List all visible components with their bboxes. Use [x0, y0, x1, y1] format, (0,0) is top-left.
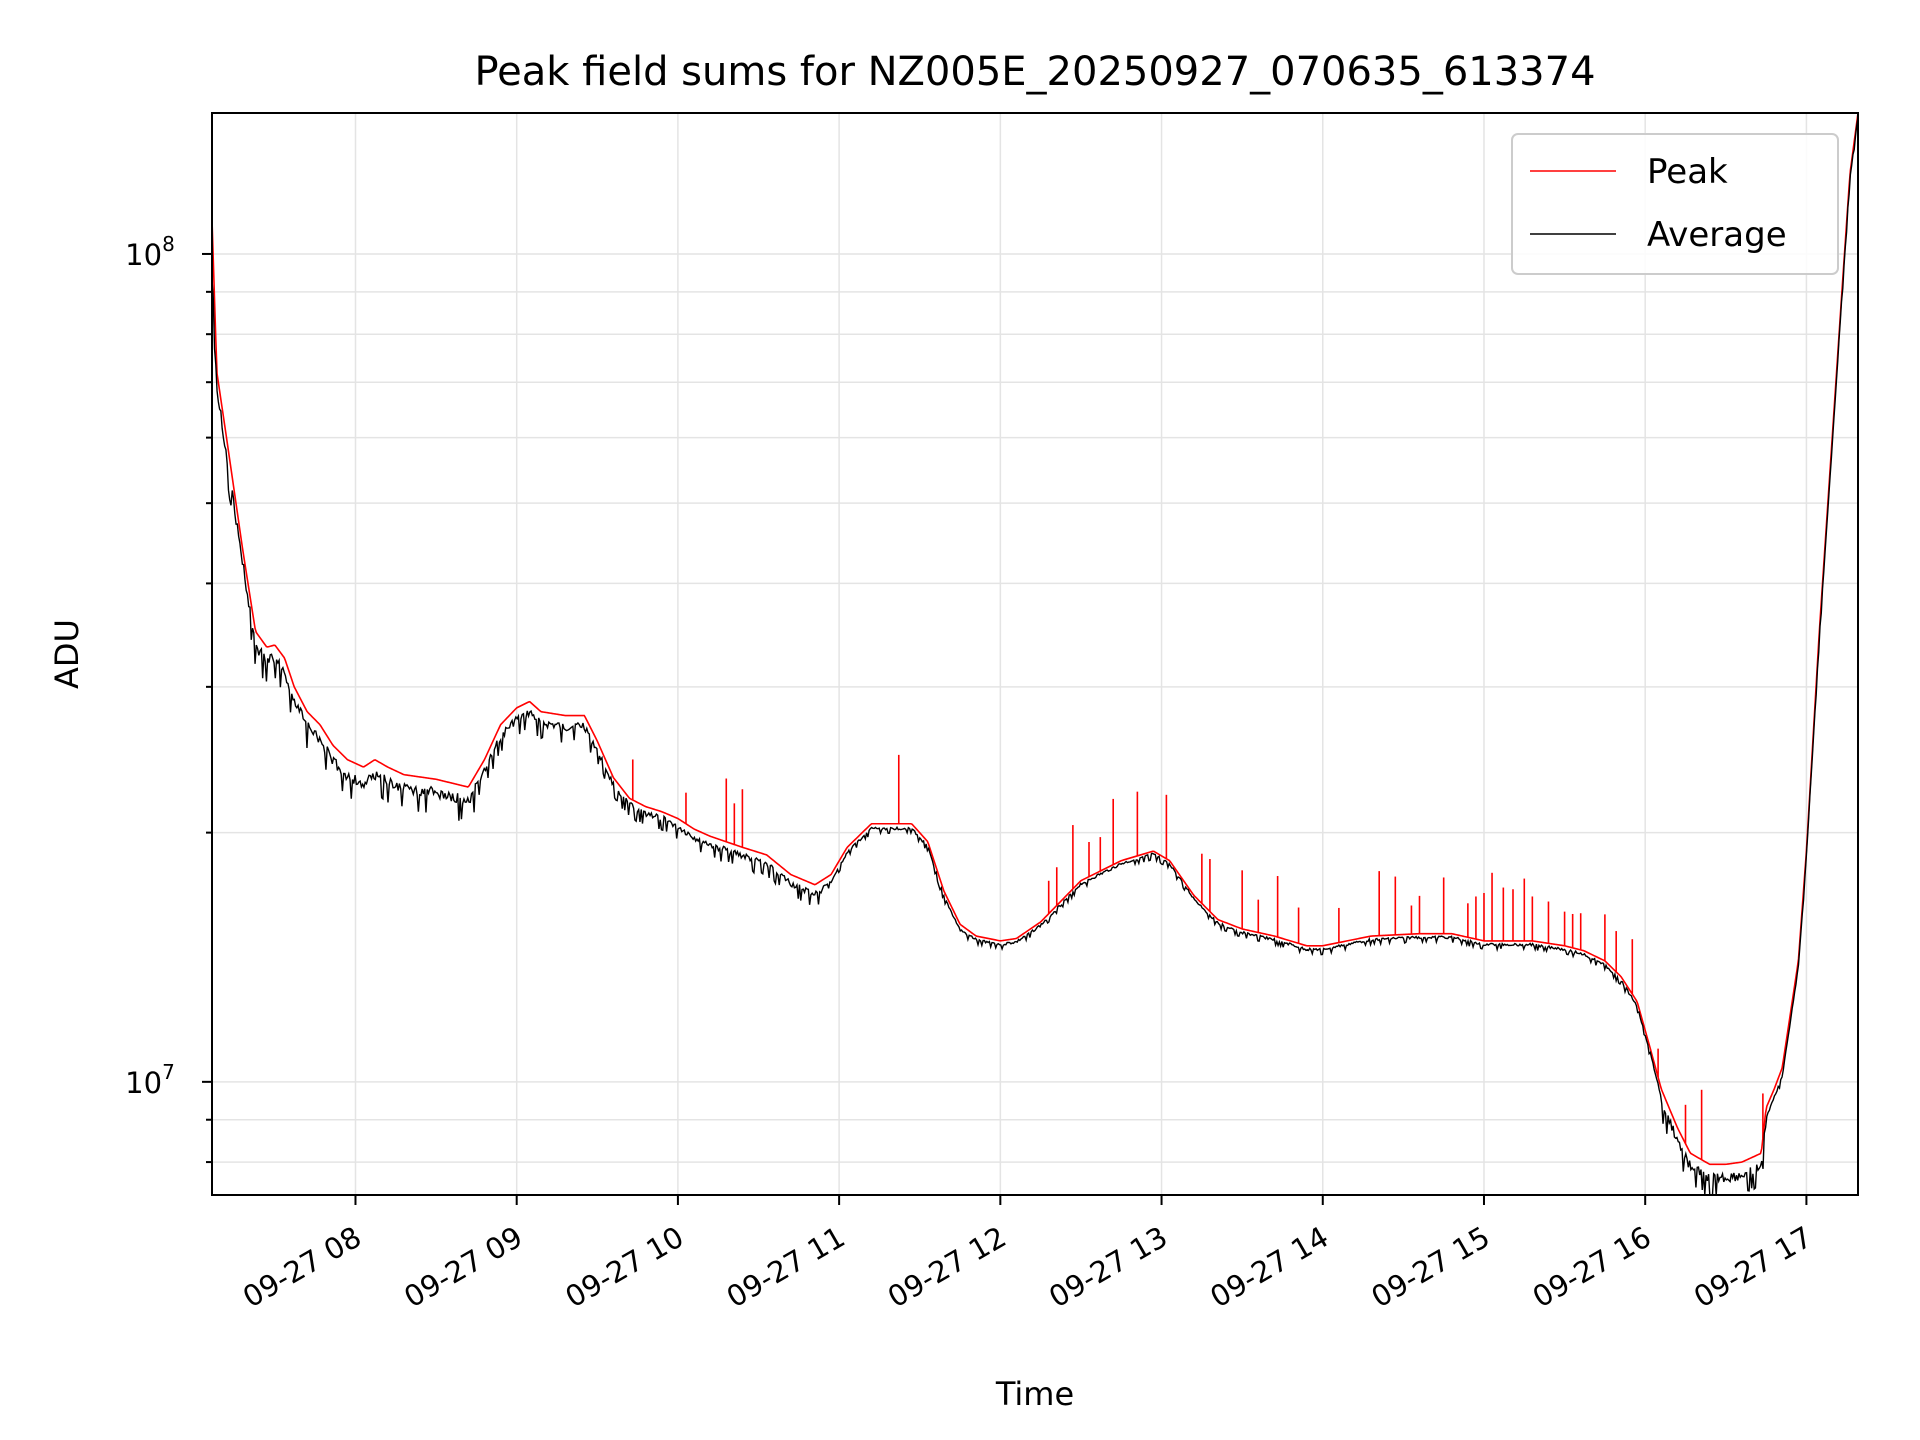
- y-tick-label: 108: [125, 232, 175, 272]
- plot-frame: [211, 112, 1859, 1196]
- y-axis-label: ADU: [48, 619, 86, 689]
- y-tick-label: 107: [125, 1060, 175, 1100]
- legend-box: [1511, 133, 1839, 275]
- series-layer: [212, 113, 1858, 1195]
- grid: [212, 113, 1858, 1195]
- y-axis: 107 108: [125, 232, 212, 1164]
- legend: Peak Average: [1511, 133, 1839, 275]
- legend-average-label: Average: [1647, 215, 1787, 255]
- legend-peak-label: Peak: [1647, 152, 1728, 192]
- series-average-line: [212, 117, 1858, 1195]
- series-peak-line: [212, 113, 1858, 1166]
- chart-title: Peak field sums for NZ005E_20250927_0706…: [474, 49, 1595, 95]
- x-axis-label: Time: [995, 1375, 1074, 1413]
